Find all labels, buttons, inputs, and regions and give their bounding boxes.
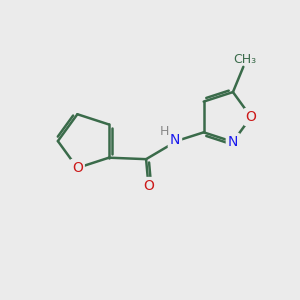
Text: O: O xyxy=(72,161,83,175)
Text: H: H xyxy=(160,125,170,138)
Text: CH₃: CH₃ xyxy=(233,53,256,66)
Text: N: N xyxy=(170,133,180,147)
Text: N: N xyxy=(228,135,238,149)
Text: O: O xyxy=(246,110,256,124)
Text: O: O xyxy=(143,179,154,193)
